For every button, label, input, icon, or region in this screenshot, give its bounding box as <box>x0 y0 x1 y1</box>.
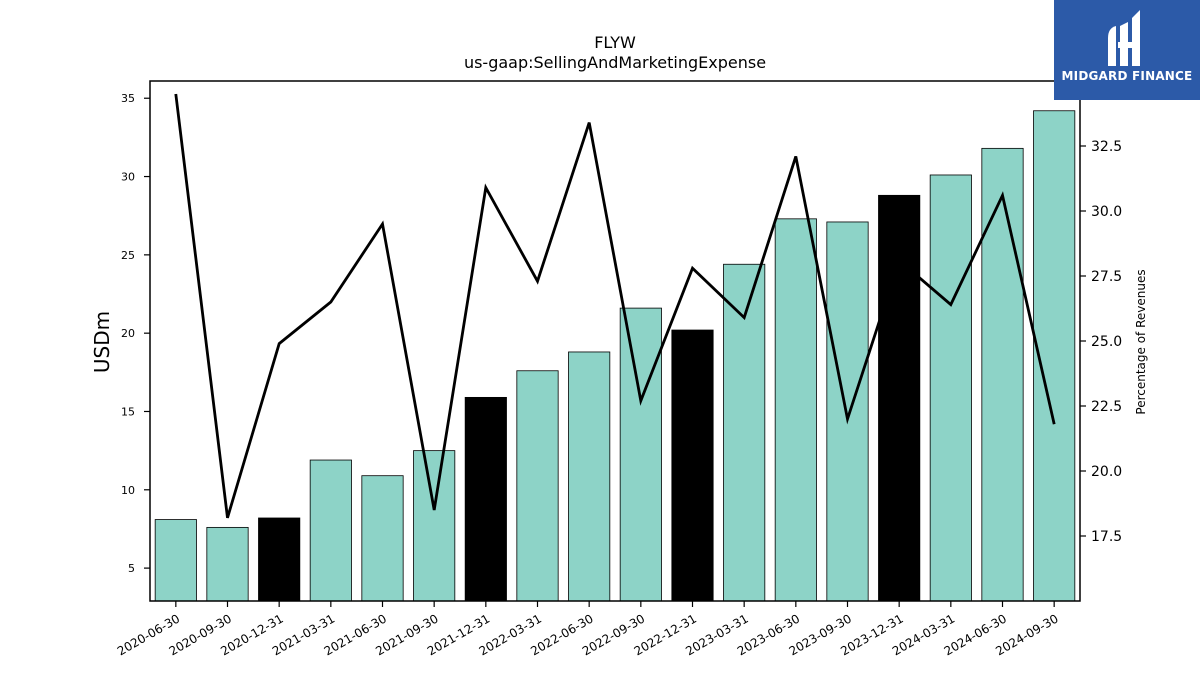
y-tick-label: 35 <box>121 92 135 105</box>
bar-2023-09-30 <box>826 221 869 602</box>
y-tick-label: 5 <box>128 562 135 575</box>
y2-tick-label: 25.0 <box>1091 334 1122 350</box>
y-tick-label: 15 <box>121 405 135 418</box>
bar-2023-03-31 <box>723 263 766 602</box>
bar-2024-06-30 <box>981 147 1024 602</box>
y-tick-label: 25 <box>121 249 135 262</box>
bar-2024-03-31 <box>929 174 972 602</box>
logo-text: MIDGARD FINANCE <box>1061 69 1193 83</box>
revenue-percentage-line-layer <box>174 93 1056 519</box>
y2-axis-label: Percentage of Revenues <box>1134 269 1148 414</box>
y2-tick-label: 17.5 <box>1091 529 1122 545</box>
bar-2022-12-31 <box>671 329 714 602</box>
y2-tick-label: 20.0 <box>1091 464 1122 480</box>
bar-2021-09-30 <box>413 450 456 602</box>
chart-subtitle: us-gaap:SellingAndMarketingExpense <box>464 53 766 72</box>
bar-2024-09-30 <box>1033 110 1076 602</box>
bar-2021-03-31 <box>309 459 352 602</box>
bar-2023-12-31 <box>878 194 921 602</box>
bar-2021-12-31 <box>464 396 507 602</box>
midgard-logo-icon <box>1108 10 1140 66</box>
bar-2021-06-30 <box>361 475 404 602</box>
bars-layer <box>154 110 1076 602</box>
right-axis: 17.5 20.0 22.5 25.0 27.5 30.0 32.5 <box>1080 139 1122 545</box>
y2-tick-label: 27.5 <box>1091 269 1122 285</box>
y2-tick-label: 22.5 <box>1091 399 1122 415</box>
y2-tick-label: 32.5 <box>1091 139 1122 155</box>
y-tick-label: 10 <box>121 484 135 497</box>
left-axis: 5 10 15 20 25 30 35 <box>121 92 150 575</box>
midgard-finance-logo: MIDGARD FINANCE <box>1054 0 1200 100</box>
y-tick-label: 30 <box>121 171 135 184</box>
bar-2022-09-30 <box>619 307 662 602</box>
bar-2023-06-30 <box>774 218 817 602</box>
bar-2022-03-31 <box>516 370 559 602</box>
y-axis-label: USDm <box>90 311 114 373</box>
bar-2020-09-30 <box>206 526 249 602</box>
bar-2020-12-31 <box>258 517 301 602</box>
bar-2022-06-30 <box>568 351 611 602</box>
x-axis: 2020-06-302020-09-302020-12-312021-03-31… <box>115 601 1061 658</box>
y-tick-label: 20 <box>121 327 135 340</box>
revenue-percentage-line <box>174 93 1056 519</box>
bar-2020-06-30 <box>154 519 197 602</box>
chart-title: FLYW <box>594 33 636 52</box>
y2-tick-label: 30.0 <box>1091 204 1122 220</box>
